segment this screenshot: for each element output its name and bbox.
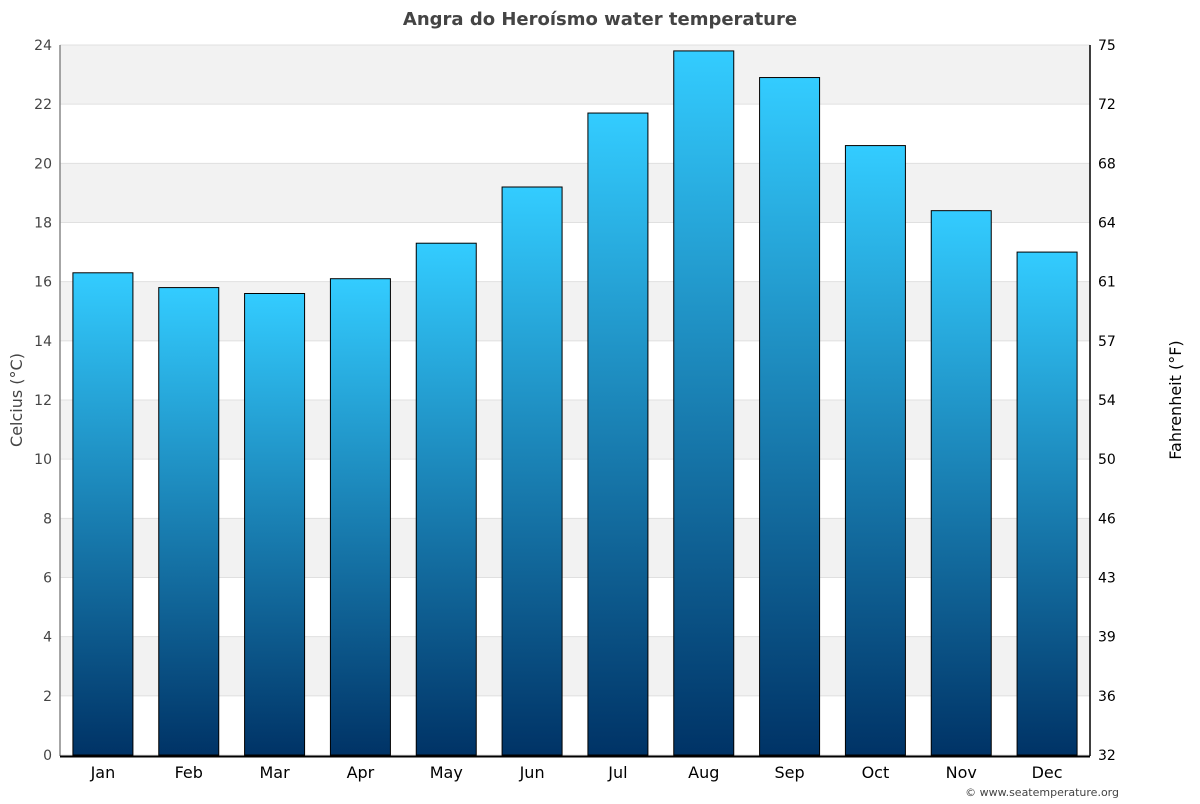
y-tick-label: 10	[34, 452, 52, 468]
y2-tick-label: 64	[1098, 216, 1116, 232]
grid-band	[60, 400, 1090, 460]
grid-band	[60, 163, 1090, 223]
bar-dec	[1016, 251, 1078, 756]
x-tick-label: Dec	[1032, 763, 1063, 782]
y2-tick-label: 75	[1098, 38, 1116, 54]
bar-aug	[673, 50, 735, 756]
y2-tick-label: 46	[1098, 511, 1116, 527]
x-tick-label: Jan	[90, 763, 116, 782]
bar-apr	[329, 278, 391, 756]
y-tick-label: 8	[43, 511, 52, 527]
grid-band	[60, 518, 1090, 578]
bar-oct	[844, 145, 906, 756]
grid-band	[60, 636, 1090, 696]
y-tick-label: 12	[34, 393, 52, 409]
y2-tick-label: 57	[1098, 334, 1116, 350]
chart-title: Angra do Heroísmo water temperature	[403, 9, 797, 30]
x-tick-label: Mar	[259, 763, 290, 782]
y-tick-label: 14	[34, 334, 52, 350]
y2-tick-label: 50	[1098, 452, 1116, 468]
y-tick-label: 22	[34, 97, 52, 113]
x-tick-label: May	[430, 763, 463, 782]
y-tick-label: 4	[43, 630, 52, 646]
x-tick-label: Apr	[347, 763, 375, 782]
bar-feb	[158, 287, 220, 756]
y2-tick-label: 39	[1098, 630, 1116, 646]
x-tick-label: Nov	[946, 763, 977, 782]
y2-tick-label: 68	[1098, 156, 1116, 172]
x-tick-label: Sep	[775, 763, 805, 782]
x-tick-label: Feb	[175, 763, 203, 782]
credit: © www.seatemperature.org	[965, 786, 1119, 799]
bar-mar	[244, 293, 306, 756]
bar-jan	[72, 272, 134, 756]
y2-tick-label: 32	[1098, 748, 1116, 764]
x-tick-label: Jun	[519, 763, 545, 782]
bar-jun	[501, 186, 563, 756]
x-tick-label: Jul	[607, 763, 627, 782]
bar-nov	[930, 210, 992, 756]
y-tick-label: 18	[34, 216, 52, 232]
y-tick-label: 2	[43, 689, 52, 705]
y2-tick-label: 36	[1098, 689, 1116, 705]
y-tick-label: 24	[34, 38, 52, 54]
x-tick-label: Oct	[862, 763, 890, 782]
x-tick-label: Aug	[688, 763, 719, 782]
y2-tick-label: 61	[1098, 275, 1116, 291]
y-tick-label: 16	[34, 275, 52, 291]
grid-band	[60, 45, 1090, 105]
y2-tick-label: 43	[1098, 571, 1116, 587]
bar-jul	[587, 112, 649, 756]
y-axis-label: Celcius (°C)	[7, 353, 26, 447]
y-tick-label: 20	[34, 156, 52, 172]
y2-tick-label: 54	[1098, 393, 1116, 409]
grid-band	[60, 281, 1090, 341]
bar-sep	[759, 77, 821, 756]
y-tick-label: 6	[43, 571, 52, 587]
bar-may	[415, 242, 477, 756]
y2-axis-label: Fahrenheit (°F)	[1166, 340, 1185, 459]
y-tick-label: 0	[43, 748, 52, 764]
y2-tick-label: 72	[1098, 97, 1116, 113]
